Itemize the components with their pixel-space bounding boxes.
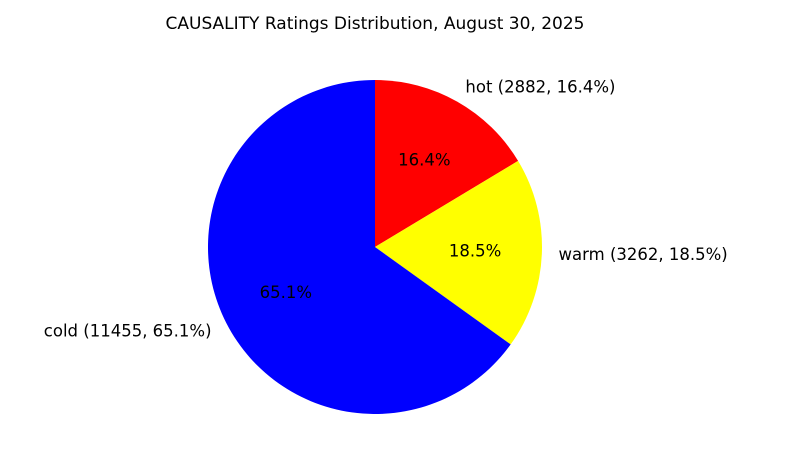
- pie-labels: 16.4% hot (2882, 16.4%) 18.5% warm (3262, 1…: [44, 78, 728, 341]
- pie-slice-cold: [208, 80, 511, 414]
- pct-label-warm: 18.5%: [449, 242, 501, 261]
- pie-slice-hot: [375, 80, 519, 247]
- pie-slices: [208, 80, 542, 414]
- slice-label-warm: warm (3262, 18.5%): [559, 245, 728, 264]
- pct-label-cold: 65.1%: [260, 283, 312, 302]
- slice-label-hot: hot (2882, 16.4%): [465, 78, 615, 97]
- slice-label-cold: cold (11455, 65.1%): [44, 321, 212, 340]
- pct-label-hot: 16.4%: [398, 150, 450, 169]
- pie-slice-warm: [375, 160, 542, 345]
- chart-title: CAUSALITY Ratings Distribution, August 3…: [166, 14, 585, 34]
